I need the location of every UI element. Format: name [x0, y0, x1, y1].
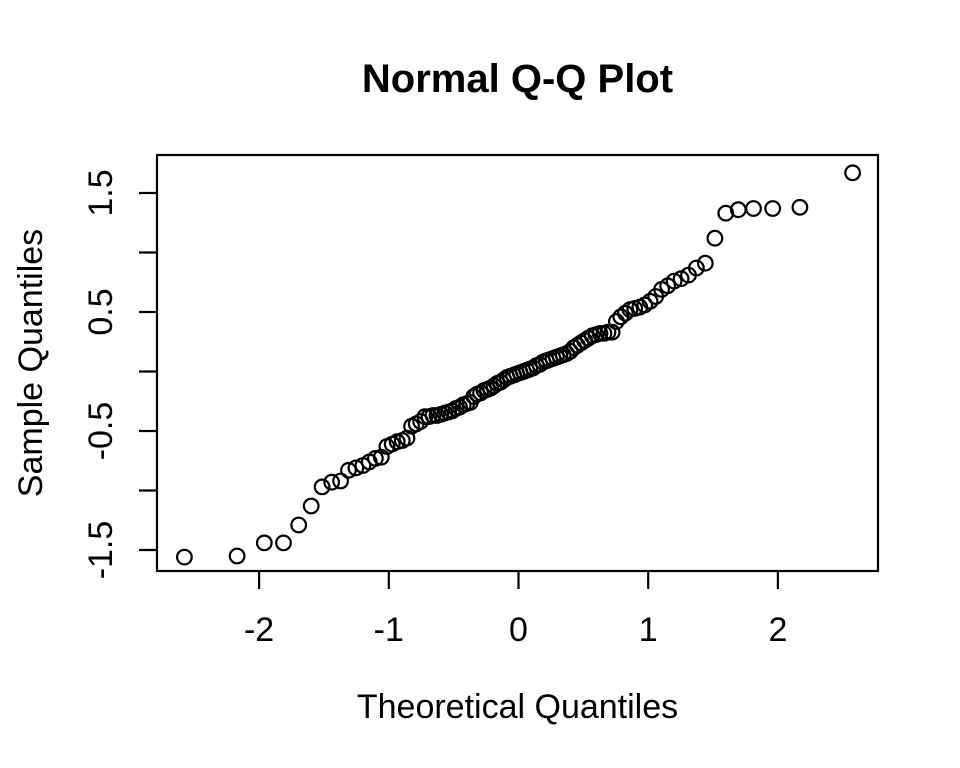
- x-tick-label: 1: [639, 611, 658, 649]
- x-tick-label: -1: [374, 611, 404, 649]
- data-point: [347, 459, 365, 477]
- x-axis-tick-labels: -2 -1 0 1 2: [244, 611, 787, 649]
- chart-title: Normal Q-Q Plot: [362, 57, 673, 101]
- data-point: [290, 516, 308, 534]
- data-point: [313, 478, 331, 496]
- data-point: [367, 450, 384, 467]
- x-axis-ticks: [258, 571, 780, 589]
- data-point: [323, 473, 341, 491]
- data-point: [688, 259, 705, 277]
- data-point: [706, 229, 724, 247]
- data-point: [696, 254, 714, 272]
- data-point: [255, 534, 273, 552]
- data-point: [608, 313, 625, 330]
- data-point: [275, 534, 292, 552]
- data-point: [791, 198, 809, 216]
- y-axis-ticks: [139, 191, 157, 552]
- data-point: [603, 323, 621, 341]
- data-point: [617, 304, 634, 322]
- x-tick-label: -2: [244, 611, 274, 649]
- data-point: [745, 200, 762, 217]
- data-point: [332, 472, 350, 490]
- y-axis-tick-labels: -1.5 -0.5 0.5 1.5: [82, 169, 120, 579]
- data-points: [175, 164, 861, 566]
- x-tick-label: 0: [509, 611, 528, 649]
- y-tick-label: 1.5: [82, 169, 120, 216]
- data-point: [228, 547, 246, 565]
- y-tick-label: 0.5: [82, 288, 120, 335]
- data-point: [764, 200, 782, 217]
- y-tick-label: -1.5: [82, 521, 120, 580]
- y-axis-title: Sample Quantiles: [12, 229, 50, 497]
- data-point: [175, 548, 193, 566]
- x-axis-title: Theoretical Quantiles: [357, 688, 678, 726]
- data-point: [340, 461, 357, 479]
- data-point: [641, 292, 659, 310]
- data-point: [302, 497, 320, 515]
- x-tick-label: 2: [768, 611, 787, 649]
- data-point: [665, 272, 683, 290]
- plot-frame: [155, 153, 880, 573]
- y-tick-label: -0.5: [82, 402, 120, 461]
- data-point: [844, 164, 861, 182]
